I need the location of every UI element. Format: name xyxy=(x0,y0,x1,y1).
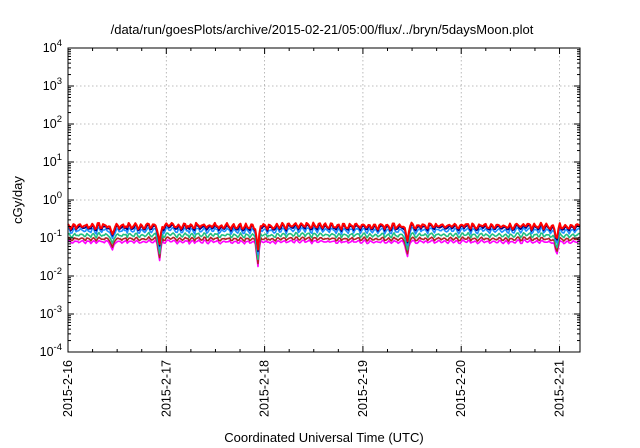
x-tick-label: 2015-2-21 xyxy=(553,360,567,417)
y-tick-label: 10-4 xyxy=(40,342,62,359)
grid xyxy=(68,48,580,352)
y-tick-label: 100 xyxy=(43,190,62,207)
x-tick-label: 2015-2-17 xyxy=(159,360,173,417)
y-tick-label: 10-2 xyxy=(40,266,62,283)
y-tick-label: 104 xyxy=(43,38,62,55)
ticks xyxy=(67,47,580,353)
y-tick-label: 10-1 xyxy=(40,228,62,245)
y-tick-label: 102 xyxy=(43,114,62,131)
series-line xyxy=(67,221,581,251)
y-tick-labels: 10-4 10-3 10-2 10-1 100 101 102 103 104 xyxy=(40,38,62,359)
series-line xyxy=(67,239,581,268)
y-tick-label: 101 xyxy=(43,152,62,169)
x-axis-label: Coordinated Universal Time (UTC) xyxy=(224,430,423,445)
y-tick-label: 103 xyxy=(43,76,62,93)
x-tick-label: 2015-2-19 xyxy=(356,360,370,417)
y-tick-label: 10-3 xyxy=(40,304,62,321)
series-line xyxy=(67,231,581,261)
series-line xyxy=(67,226,581,256)
x-tick-label: 2015-2-20 xyxy=(454,360,468,417)
x-tick-label: 2015-2-18 xyxy=(258,360,272,417)
series-layer xyxy=(67,221,581,268)
y-axis-label: cGy/day xyxy=(10,176,25,224)
series-line xyxy=(67,236,581,265)
x-tick-label: 2015-2-16 xyxy=(61,360,75,417)
chart-title: /data/run/goesPlots/archive/2015-02-21/0… xyxy=(111,22,534,37)
x-tick-labels: 2015-2-16 2015-2-17 2015-2-18 2015-2-19 2015… xyxy=(61,360,567,417)
